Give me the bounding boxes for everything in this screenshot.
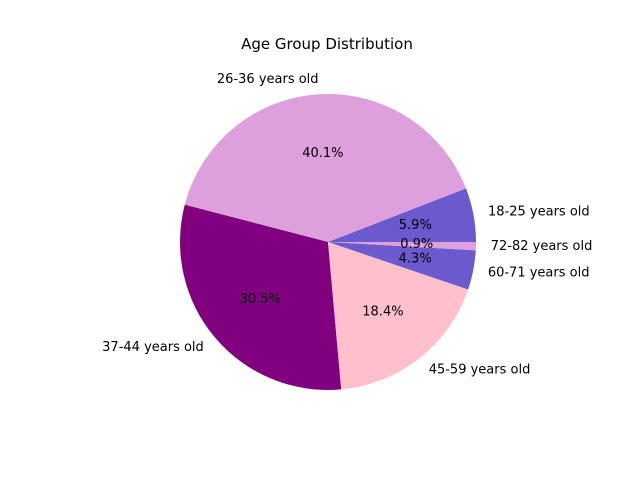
pie-category-label: 45-59 years old <box>429 362 531 377</box>
pie-slice <box>180 204 342 391</box>
pie-category-label: 18-25 years old <box>488 205 590 220</box>
pie-category-label: 37-44 years old <box>102 340 204 355</box>
pie-slice <box>328 188 476 242</box>
pie-percent-label: 0.9% <box>400 237 433 252</box>
pie-percent-labels: 5.9% 40.1% 30.5% 18.4% 4.3%0.9% <box>240 146 434 319</box>
pie-category-label: 72-82 years old <box>491 239 593 254</box>
pie-slice <box>328 242 476 290</box>
pie-category-label: 60-71 years old <box>488 265 590 280</box>
pie-percent-label: 30.5% <box>240 292 281 307</box>
pie-slices <box>180 94 476 391</box>
pie-slice <box>328 242 476 251</box>
chart-title: Age Group Distribution <box>241 35 413 53</box>
pie-slice <box>184 94 466 242</box>
pie-percent-label: 5.9% <box>399 218 432 233</box>
pie-slice <box>328 242 469 390</box>
pie-percent-label: 40.1% <box>302 146 343 161</box>
pie-percent-label: 4.3% <box>399 251 432 266</box>
pie-category-labels: 18-25 years old 26-36 years old 37-44 year… <box>102 72 592 377</box>
pie-category-label: 26-36 years old <box>217 72 319 87</box>
pie-percent-label: 18.4% <box>362 304 403 319</box>
